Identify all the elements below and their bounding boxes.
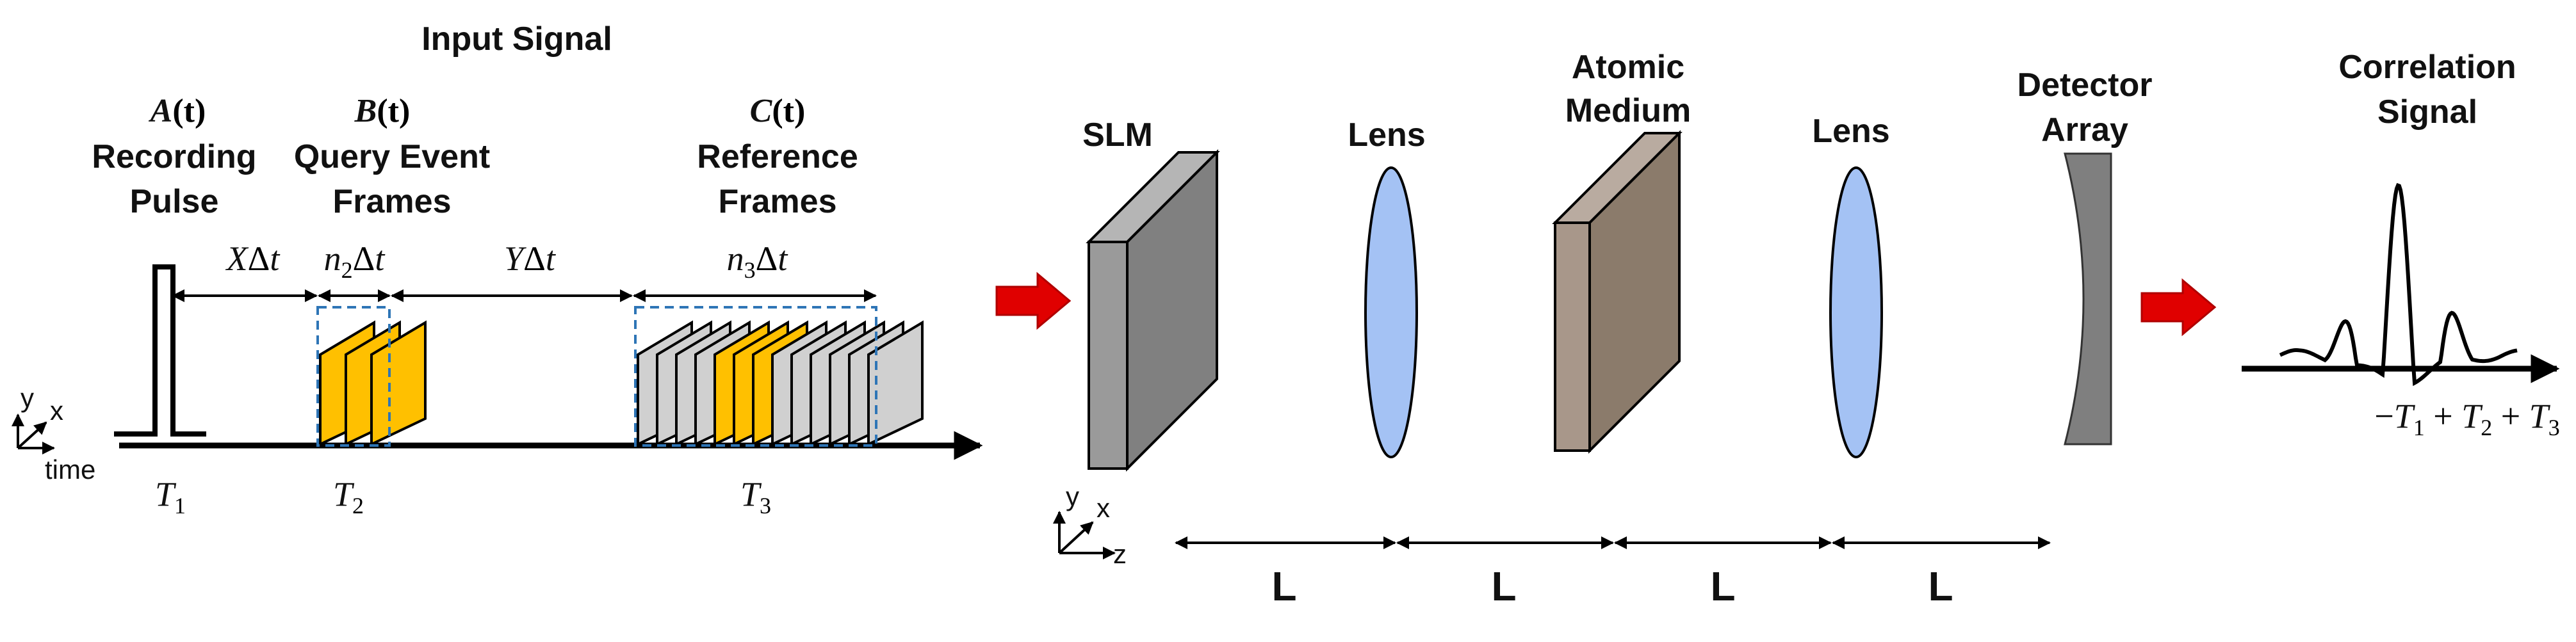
- correlation-title-1: Correlation: [2338, 49, 2516, 86]
- recording-pulse: [114, 264, 206, 437]
- label-query-event-frames: B(t) Query Event Frames: [294, 93, 490, 220]
- lens-1: [1364, 166, 1418, 458]
- label-reference-frames: C(t) Reference Frames: [697, 93, 858, 220]
- svg-text:y: y: [1066, 481, 1079, 511]
- reference-frames: [637, 320, 924, 447]
- svg-text:x: x: [1096, 493, 1110, 523]
- red-arrow-output: [2140, 278, 2217, 337]
- svg-text:Frames: Frames: [333, 183, 452, 220]
- svg-text:z: z: [1113, 539, 1127, 569]
- correlation-axis-label: −T1 + T2 + T3: [2374, 397, 2560, 440]
- correlation-title-2: Signal: [2377, 93, 2477, 131]
- atomic-medium-label-1: Atomic: [1572, 49, 1684, 86]
- svg-text:Query Event: Query Event: [294, 138, 490, 175]
- lens-2: [1829, 166, 1883, 458]
- interval-n2-delta-t: n2Δt: [324, 239, 386, 283]
- interval-y-delta-t: YΔt: [504, 239, 557, 278]
- svg-text:Reference: Reference: [697, 138, 858, 175]
- interval-x-delta-t: XΔt: [225, 239, 281, 278]
- frame-card: [867, 320, 924, 447]
- input-signal-title: Input Signal: [421, 20, 612, 58]
- axes-triad-setup: y x z: [1053, 481, 1127, 569]
- svg-text:A(t): A(t): [149, 93, 206, 129]
- detector-label-1: Detector: [2018, 67, 2153, 104]
- red-arrow-input: [995, 271, 1072, 330]
- svg-text:Frames: Frames: [719, 183, 837, 220]
- svg-text:B(t): B(t): [354, 93, 411, 129]
- time-label-t2: T2: [333, 475, 364, 518]
- distance-label-3: L: [1710, 563, 1735, 609]
- lens1-label: Lens: [1348, 116, 1425, 154]
- interval-n3-delta-t: n3Δt: [727, 239, 789, 283]
- query-event-frames: [319, 320, 427, 447]
- svg-text:Recording: Recording: [92, 138, 256, 175]
- time-label-t3: T3: [740, 475, 771, 518]
- axes-triad-input: y x time: [12, 383, 95, 485]
- label-recording-pulse: A(t) Recording Pulse: [92, 93, 256, 220]
- lens2-label: Lens: [1812, 113, 1889, 150]
- detector-label-2: Array: [2041, 111, 2128, 148]
- frame-card: [370, 320, 427, 447]
- distance-label-1: L: [1271, 563, 1296, 609]
- svg-text:x: x: [50, 396, 63, 426]
- svg-text:y: y: [20, 383, 34, 413]
- atomic-medium: [1552, 130, 1683, 454]
- slm-label: SLM: [1082, 116, 1153, 154]
- time-label-t1: T1: [155, 475, 186, 518]
- svg-text:Pulse: Pulse: [130, 183, 219, 220]
- distance-label-4: L: [1928, 563, 1953, 609]
- correlation-curve: [2279, 182, 2518, 387]
- svg-text:C(t): C(t): [750, 93, 806, 129]
- reference-dashed-box: [634, 306, 877, 447]
- svg-text:time: time: [45, 454, 95, 485]
- interval-arrows: [172, 282, 877, 310]
- slm-panel: [1086, 149, 1220, 472]
- distance-label-2: L: [1491, 563, 1516, 609]
- query-dashed-box: [316, 306, 391, 447]
- detector-array: [2064, 152, 2112, 445]
- atomic-medium-label-2: Medium: [1565, 92, 1691, 129]
